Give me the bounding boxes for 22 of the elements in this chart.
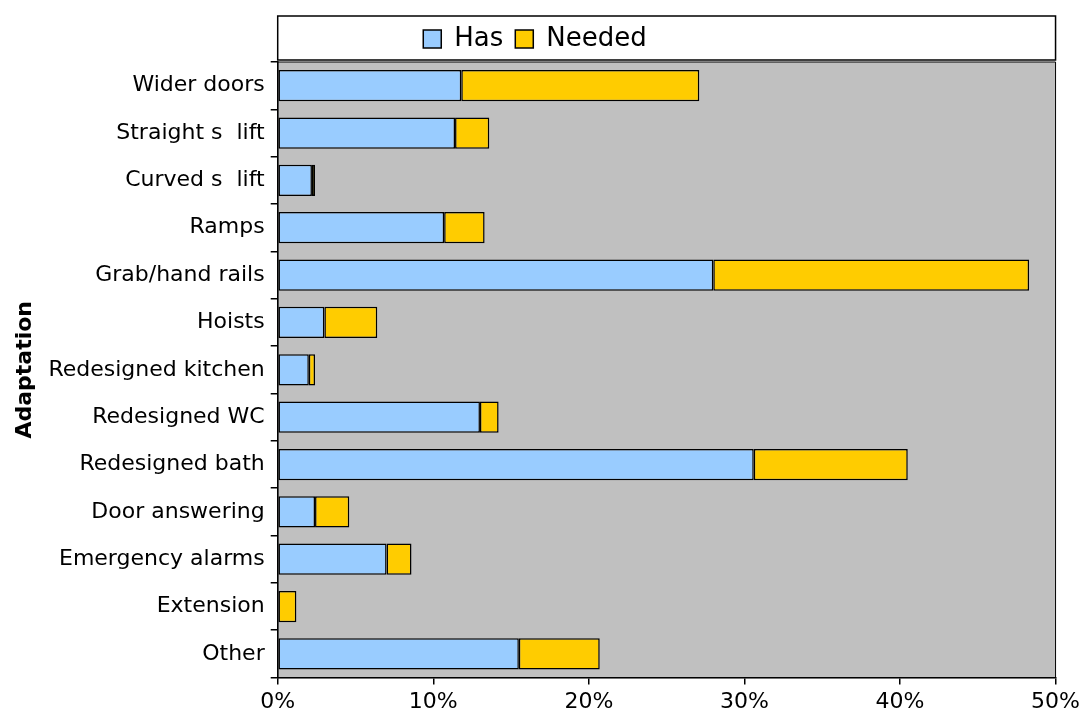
- x-tick-label: 10%: [408, 687, 458, 713]
- y-tick-label: Redesigned bath: [79, 450, 265, 476]
- x-tick-label: 50%: [1031, 687, 1080, 713]
- y-tick-label: Curved s lift: [125, 166, 266, 192]
- y-tick-label: Redesigned kitchen: [48, 355, 265, 381]
- y-tick-label: Grab/hand rails: [95, 260, 265, 286]
- legend-label: Needed: [546, 21, 647, 52]
- x-tick-label: 0%: [260, 687, 296, 713]
- y-tick-label: Other: [202, 639, 266, 665]
- y-tick-label: Ramps: [189, 213, 265, 239]
- y-tick-label: Emergency alarms: [59, 544, 265, 570]
- x-tick-label: 20%: [564, 687, 614, 713]
- y-axis-title: Adaptation: [10, 301, 36, 439]
- y-tick-label: Redesigned WC: [92, 402, 265, 428]
- x-tick-label: 30%: [719, 687, 769, 713]
- y-tick-label: Straight s lift: [116, 118, 266, 144]
- x-tick-label: 40%: [875, 687, 925, 713]
- legend-label: Has: [454, 21, 504, 52]
- y-tick-label: Extension: [156, 592, 265, 618]
- y-tick-label: Door answering: [91, 497, 265, 523]
- y-tick-label: Wider doors: [132, 71, 265, 97]
- y-tick-label: Hoists: [197, 308, 265, 334]
